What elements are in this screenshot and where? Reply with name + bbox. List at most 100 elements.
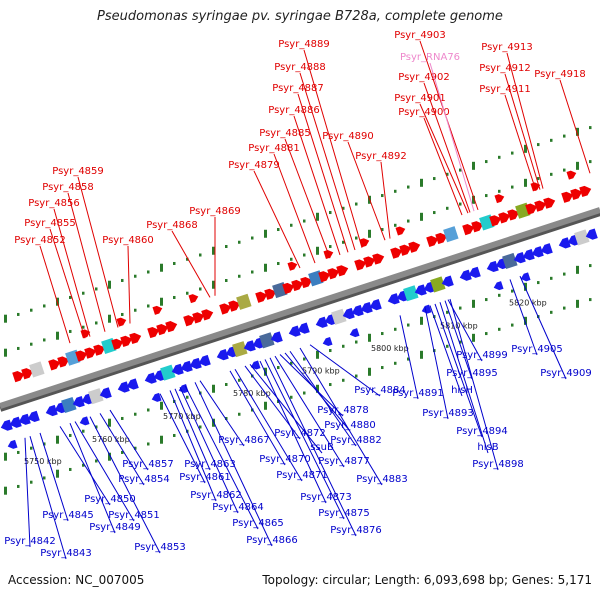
tick-mark <box>550 310 553 314</box>
reverse-block <box>160 364 176 381</box>
leader-line <box>309 344 381 397</box>
reverse-gene-arrow <box>486 260 499 273</box>
tick-mark <box>56 435 59 444</box>
tick-mark <box>95 459 98 463</box>
reverse-gene-arrow <box>250 360 261 370</box>
tick-mark <box>381 228 384 232</box>
forward-gene-arrow <box>530 182 541 192</box>
forward-gene-label: Psyr_4892 <box>355 151 407 162</box>
tick-mark <box>446 344 449 348</box>
tick-mark <box>329 383 332 387</box>
tick-mark <box>524 144 527 153</box>
tick-mark <box>199 287 202 291</box>
tick-mark <box>225 279 228 282</box>
forward-gene-label: Psyr_4881 <box>248 143 300 154</box>
tick-mark <box>576 265 579 274</box>
tick-mark <box>56 331 59 340</box>
tick-mark <box>459 306 462 310</box>
forward-gene-arrow <box>363 256 376 268</box>
tick-mark <box>433 211 436 215</box>
forward-gene-arrow <box>408 241 421 253</box>
tick-mark <box>160 297 163 306</box>
tick-mark <box>472 195 475 204</box>
leader-line <box>297 93 349 253</box>
reverse-gene-arrow <box>540 243 553 255</box>
tick-mark <box>446 310 449 314</box>
tick-mark <box>56 469 59 478</box>
tick-mark <box>121 278 124 282</box>
tick-mark <box>550 172 553 176</box>
tick-mark <box>95 321 98 325</box>
reverse-gene-arrow <box>421 304 432 314</box>
reverse-gene-arrow <box>585 228 598 240</box>
reverse-gene-arrow <box>79 416 90 426</box>
tick-mark <box>316 384 319 393</box>
reverse-gene-arrow <box>288 325 301 337</box>
tick-mark <box>407 219 410 223</box>
leader-line <box>439 302 489 454</box>
leader-line <box>289 350 357 447</box>
reverse-gene-arrow <box>441 275 454 287</box>
reverse-gene-arrow <box>513 251 526 264</box>
tick-mark <box>238 412 241 416</box>
leader-line <box>504 73 541 190</box>
reverse-gene-label: Psyr_4875 <box>318 508 370 519</box>
tick-mark <box>199 425 202 429</box>
tick-mark <box>576 127 579 136</box>
scale-label: 5820 kbp <box>509 299 547 308</box>
forward-gene-arrow <box>489 215 502 227</box>
forward-gene-arrow <box>327 268 340 280</box>
tick-mark <box>355 374 358 378</box>
tick-mark <box>498 189 501 193</box>
leader-line <box>127 245 131 324</box>
forward-gene-label: Psyr_4913 <box>481 42 533 53</box>
leader-line <box>264 359 345 520</box>
reverse-gene-label: Psyr_4861 <box>179 472 231 483</box>
reverse-gene-arrow <box>198 354 211 367</box>
tick-mark <box>43 476 46 480</box>
tick-mark <box>160 401 163 410</box>
leader-line <box>249 364 323 454</box>
tick-mark <box>199 253 202 257</box>
tick-mark <box>30 480 33 484</box>
tick-mark <box>459 340 462 344</box>
forward-gene-arrow <box>255 291 268 303</box>
tick-mark <box>69 329 72 333</box>
tick-mark <box>407 185 410 189</box>
reverse-block <box>259 332 275 349</box>
reverse-gene-label: Psyr_4862 <box>190 490 242 501</box>
tick-mark <box>303 357 306 361</box>
leader-line <box>174 388 211 471</box>
tick-mark <box>82 325 85 329</box>
reverse-gene-arrow <box>243 340 256 352</box>
tick-mark <box>420 212 423 221</box>
tick-mark <box>147 270 150 274</box>
reverse-gene-label: Psyr_4882 <box>330 435 382 446</box>
forward-gene-label: Psyr_4885 <box>259 128 311 139</box>
leader-line <box>424 307 449 420</box>
reverse-gene-arrow <box>171 363 184 375</box>
tick-mark <box>264 229 267 238</box>
leader-line <box>434 303 483 438</box>
leader-line <box>274 355 345 468</box>
reverse-gene-arrow <box>99 387 112 399</box>
forward-gene-arrow <box>395 226 406 236</box>
tick-mark <box>524 282 527 291</box>
tick-mark <box>225 245 228 248</box>
tick-mark <box>30 446 33 450</box>
reverse-gene-arrow <box>18 413 31 425</box>
forward-gene-arrow <box>192 312 205 324</box>
reverse-gene-arrow <box>216 349 229 361</box>
forward-gene-label: Psyr_4855 <box>24 218 76 229</box>
forward-gene-label: Psyr_4903 <box>394 30 446 41</box>
tick-mark <box>342 378 345 382</box>
reverse-gene-arrow <box>117 381 130 393</box>
forward-gene-arrow <box>354 259 367 271</box>
forward-gene-arrow <box>462 224 475 236</box>
tick-mark <box>355 340 358 344</box>
forward-gene-arrow <box>84 347 97 359</box>
tick-mark <box>108 452 111 461</box>
scale-label: 5760 kbp <box>92 435 130 444</box>
tick-mark <box>43 442 46 446</box>
